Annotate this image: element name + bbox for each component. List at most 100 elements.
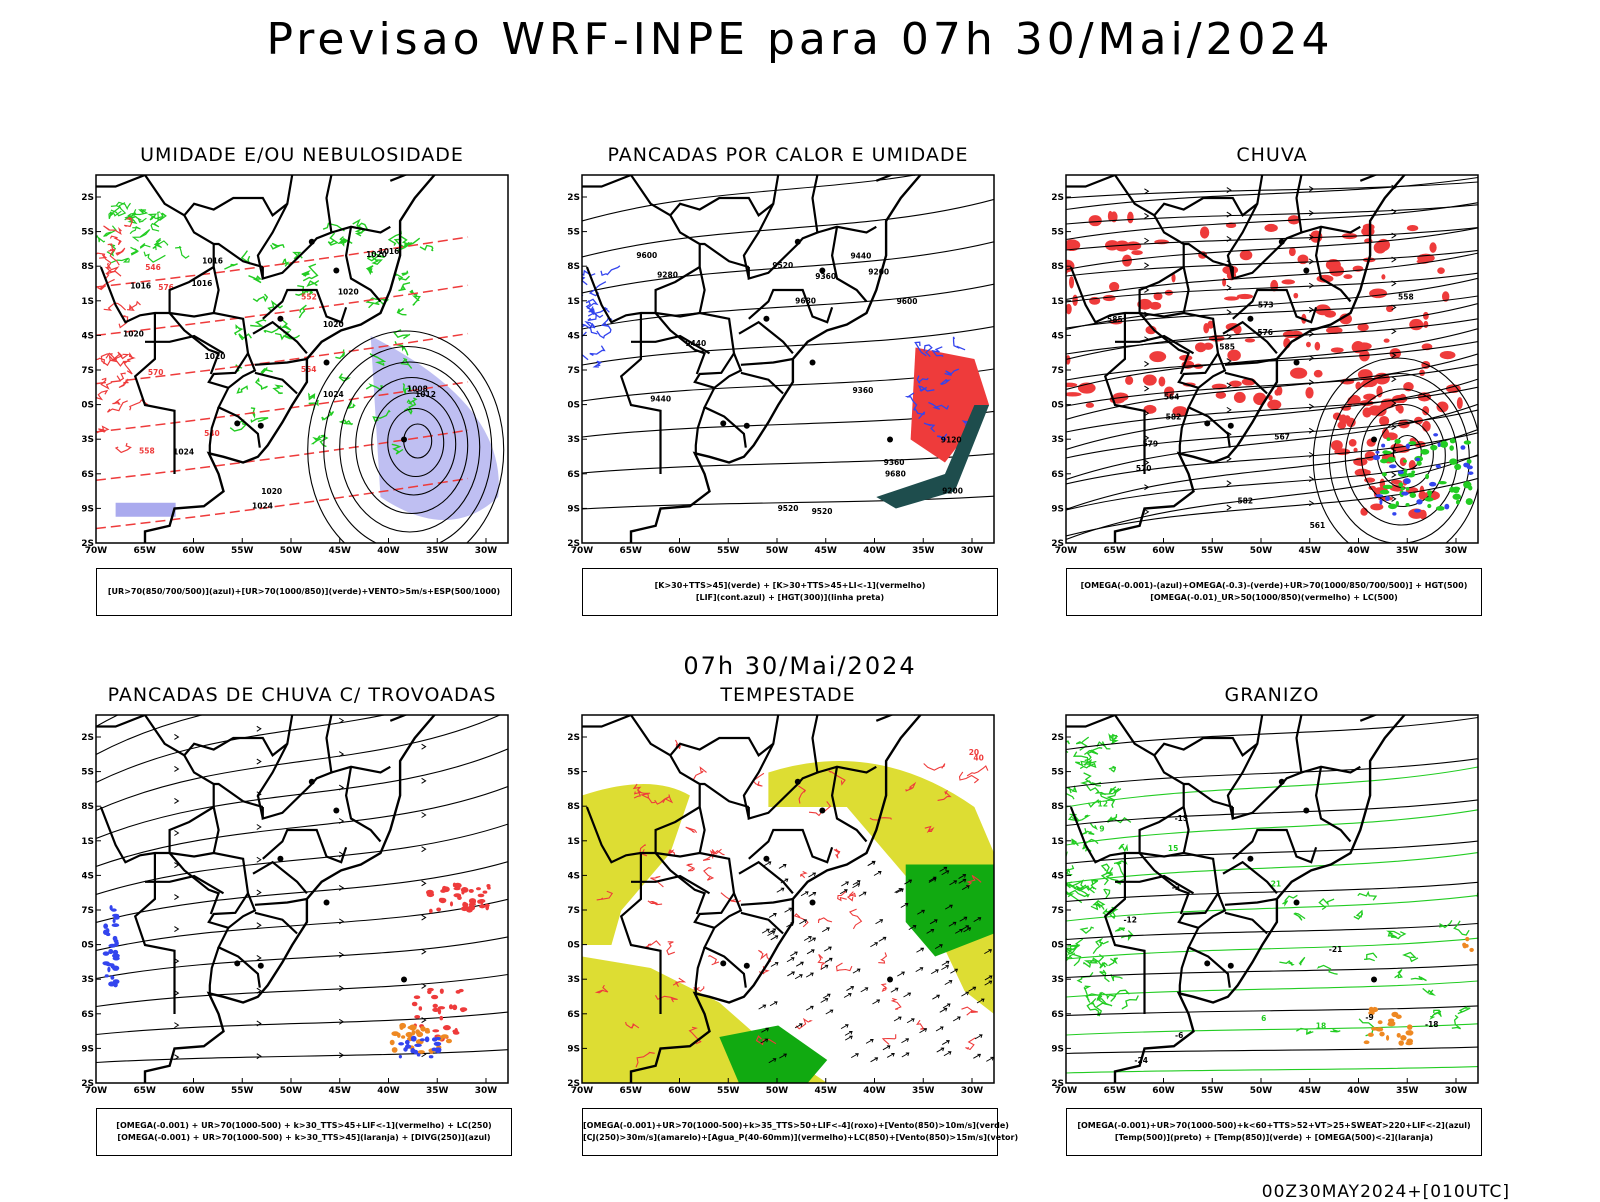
stream-arrow — [256, 725, 262, 732]
temp850-contour — [1100, 867, 1114, 886]
lake — [794, 238, 801, 245]
political-border — [1069, 806, 1140, 864]
rain-area-red — [1233, 391, 1246, 404]
rain-area-red — [1362, 223, 1375, 231]
rain-area-red — [1107, 210, 1113, 222]
wind-vector — [958, 878, 967, 884]
temp850-contour — [1282, 894, 1298, 907]
rain-area-red — [1127, 211, 1134, 224]
contour-label: -18 — [1425, 1020, 1439, 1029]
lat-tick-label: 27S — [1052, 366, 1064, 376]
lon-tick-label: 70W — [571, 546, 594, 556]
omega-area-green — [1405, 503, 1410, 507]
temp850-contour — [1102, 906, 1119, 916]
lif-contour — [939, 379, 951, 385]
wind-vector — [963, 927, 972, 933]
stream-arrow — [1144, 188, 1150, 195]
stream-arrow — [1391, 328, 1397, 335]
wind-vector — [961, 925, 970, 931]
wind-vector — [852, 883, 861, 889]
political-border — [817, 765, 877, 774]
divergence-area — [108, 981, 116, 987]
contour-label: -21 — [1329, 945, 1343, 954]
political-border — [1183, 782, 1234, 809]
wind-vector — [952, 1016, 961, 1022]
lake — [234, 420, 241, 427]
omega-area-green — [1382, 450, 1389, 455]
political-border — [213, 242, 264, 269]
political-border — [254, 911, 298, 935]
omega500-area-orange — [1363, 1040, 1370, 1045]
rain-area-red — [1436, 401, 1449, 413]
lon-tick-label: 55W — [717, 1086, 740, 1096]
wind-vector — [916, 947, 925, 953]
temp850-contour — [1096, 741, 1111, 750]
temp850-contour — [1092, 941, 1104, 954]
lat-tick-label: 24S — [1052, 331, 1064, 341]
political-border — [262, 288, 348, 324]
temp850-contour — [1103, 888, 1111, 899]
temp850-contour — [1099, 962, 1107, 969]
omega500-area-orange — [1370, 1009, 1375, 1014]
political-border — [694, 946, 706, 994]
wind-vector — [768, 928, 777, 934]
divergence-area — [424, 1036, 430, 1043]
storm-area-red — [449, 901, 454, 907]
stream-arrow — [1144, 434, 1150, 441]
rain-area-red — [1386, 305, 1394, 313]
divergence-area — [112, 918, 116, 924]
temp850-contour — [1066, 894, 1478, 922]
contour-label: 561 — [1310, 521, 1326, 530]
rain-area-red — [1429, 242, 1437, 253]
humidity-contour-low — [96, 234, 106, 243]
precipitable-water-contour — [828, 770, 846, 786]
lake — [809, 899, 816, 906]
humidity-contour-low — [139, 242, 151, 249]
contour-label: 1016 — [378, 247, 399, 256]
stream-arrow — [338, 1018, 345, 1025]
stream-arrow — [338, 951, 345, 958]
thickness-contour — [115, 247, 126, 256]
thickness-contour — [105, 352, 131, 367]
storm-area-red — [429, 908, 433, 914]
map-frame — [95, 174, 509, 544]
lon-tick-label: 65W — [1104, 546, 1127, 556]
omega-area-green — [1449, 445, 1454, 451]
wind-vector — [806, 949, 815, 955]
stream-arrow — [1226, 358, 1232, 364]
contour-label: 564 — [1164, 393, 1180, 402]
contour-label: 9360 — [852, 386, 873, 395]
lon-tick-label: 70W — [1055, 546, 1078, 556]
contour-label: 9440 — [685, 339, 706, 348]
lat-tick-label: 12S — [568, 733, 580, 743]
lake — [257, 422, 264, 429]
humidity-contour-low — [367, 255, 383, 265]
stream-arrow — [338, 784, 345, 791]
humidity-contour-low — [406, 397, 418, 406]
humidity-contour-low — [367, 251, 385, 262]
political-border — [256, 743, 289, 819]
wind-vector — [939, 866, 948, 872]
political-border — [1226, 203, 1259, 279]
political-border — [133, 853, 176, 1014]
temp850-contour — [1387, 931, 1407, 940]
stream-arrow — [1308, 282, 1315, 289]
legend-line-2: [OMEGA(-0.01)_UR>50(1000/850)(vermelho) … — [1150, 593, 1398, 602]
precipitable-water-contour — [692, 766, 707, 780]
humidity-contour-low — [250, 417, 269, 423]
map-base — [582, 715, 922, 1083]
political-border — [262, 828, 348, 864]
lon-tick-label: 35W — [1396, 546, 1419, 556]
panel-legend: [K>30+TTS>45](verde) + [K>30+TTS>45+LI<-… — [582, 568, 998, 616]
hgt300-contour — [582, 198, 994, 258]
stream-arrow — [1308, 234, 1315, 241]
omega-area-green — [1430, 444, 1438, 451]
lat-tick-label: 24S — [568, 871, 580, 881]
wind-vector — [789, 951, 798, 957]
omega500-area-orange — [1398, 1040, 1404, 1046]
lake — [819, 267, 826, 274]
political-border — [654, 312, 707, 375]
humidity-contour-low — [110, 202, 127, 217]
convection-area-orange — [399, 1022, 407, 1029]
omega-area-blue — [1379, 498, 1383, 505]
